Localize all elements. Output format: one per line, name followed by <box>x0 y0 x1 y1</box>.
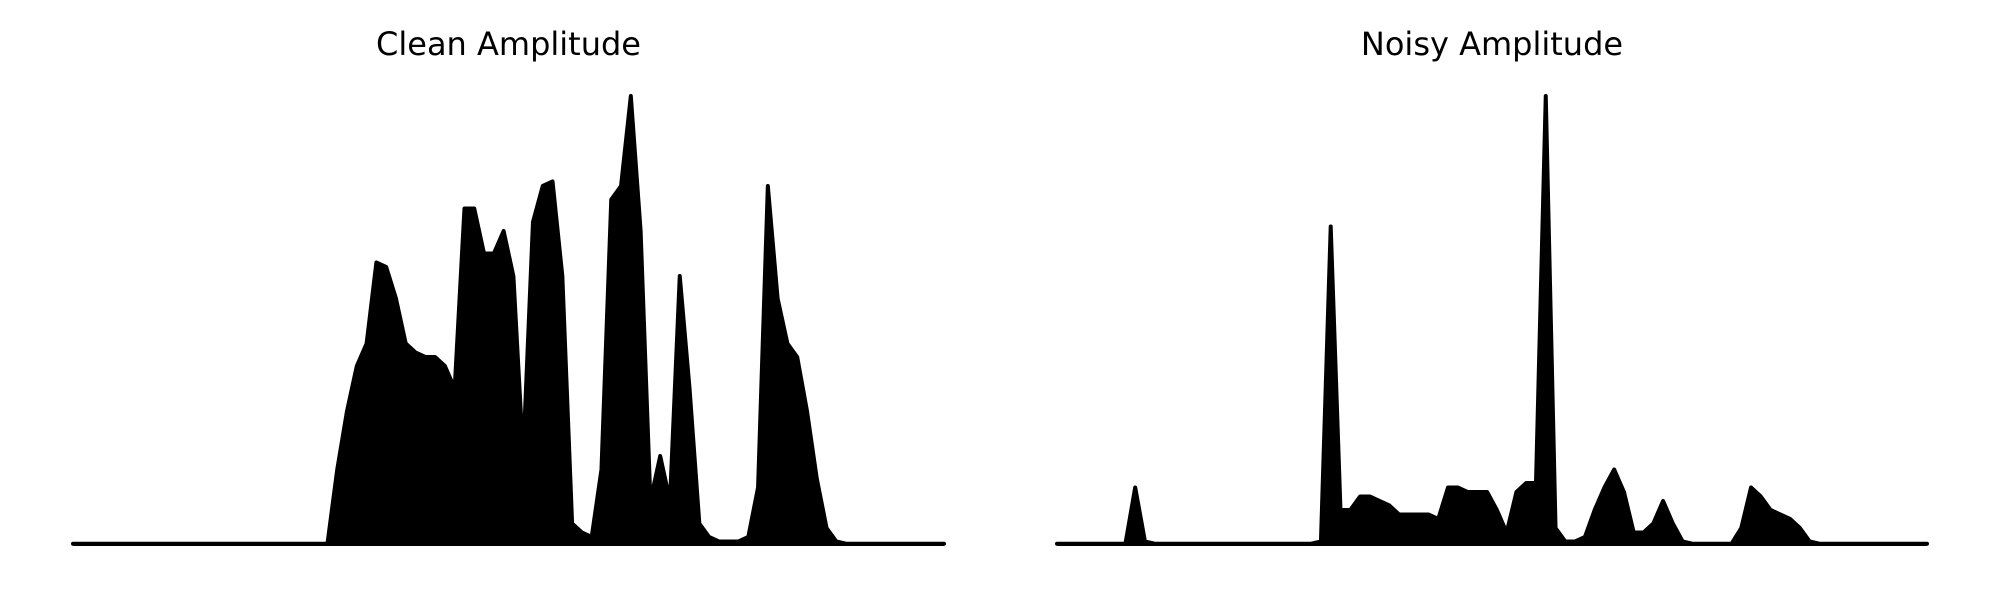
amplitude-line <box>1055 94 1929 546</box>
amplitude-fill <box>73 96 944 546</box>
amplitude-line <box>71 94 946 546</box>
chart-title: Noisy Amplitude <box>1361 25 1623 63</box>
chart-title: Clean Amplitude <box>376 25 641 63</box>
